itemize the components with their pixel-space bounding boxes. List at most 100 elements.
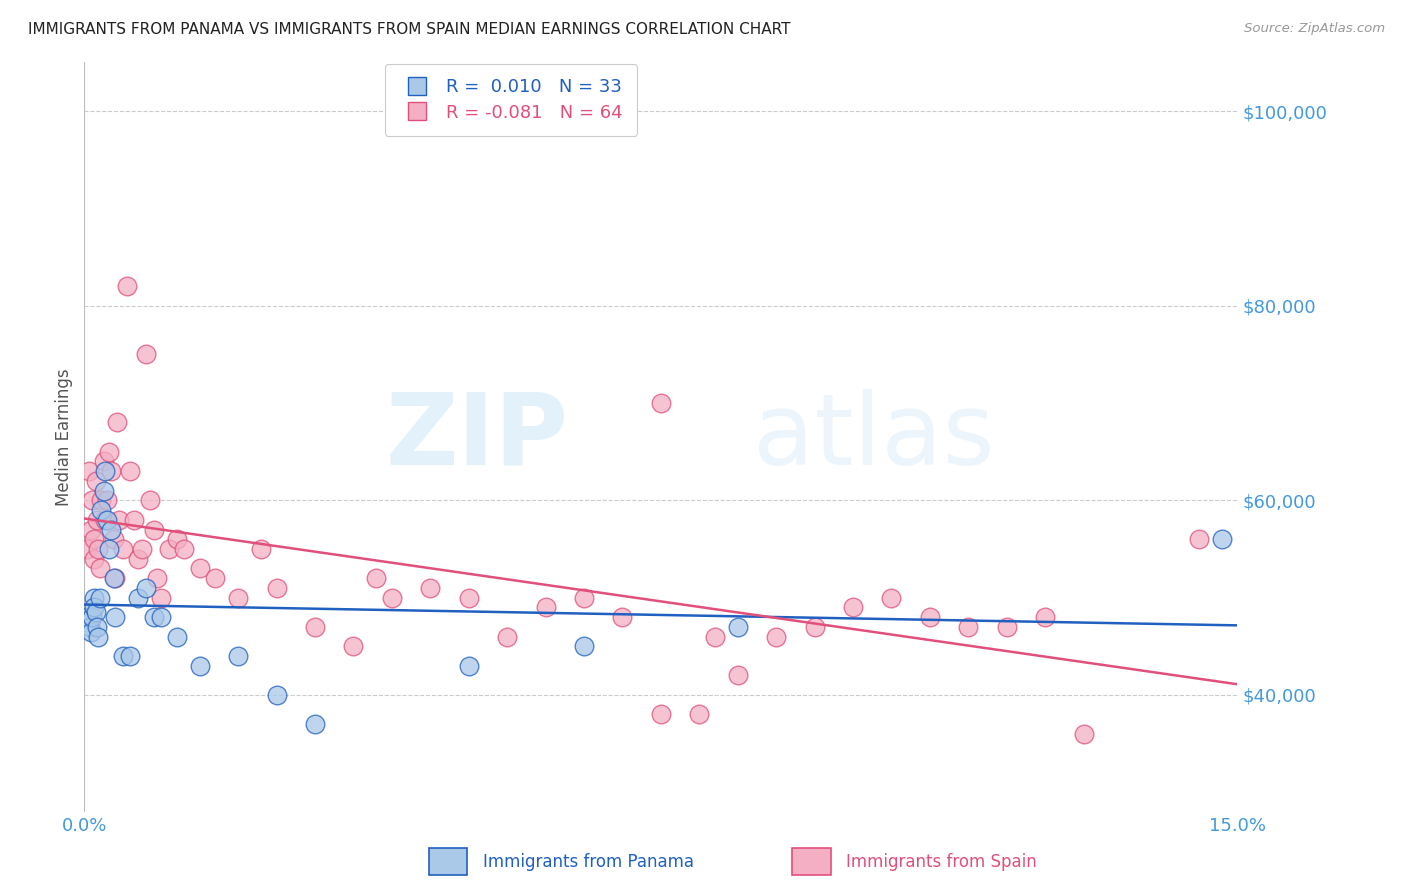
Point [650,707,672,722]
Point [342,640,364,654]
Point [1188,533,1211,547]
Point [83,533,105,547]
Point [93,483,115,498]
Point [86,513,108,527]
Text: Source: ZipAtlas.com: Source: ZipAtlas.com [1244,22,1385,36]
Point [104,571,127,585]
Point [79,624,101,639]
Point [84,605,107,619]
Point [138,493,160,508]
Point [304,717,326,731]
Point [100,523,122,537]
Point [84,474,107,488]
Point [142,610,165,624]
Point [83,600,105,615]
Point [188,658,211,673]
Point [457,658,479,673]
Point [96,493,118,508]
Point [496,630,519,644]
Point [995,620,1018,634]
Point [250,541,273,556]
Point [83,591,105,605]
Point [842,600,865,615]
Point [650,396,672,410]
Point [111,541,134,556]
Point [166,630,188,644]
Point [135,347,157,361]
Point [157,541,180,556]
Point [304,620,326,634]
Point [765,630,787,644]
Point [173,541,195,556]
Point [1033,610,1056,624]
Point [226,591,249,605]
Point [1073,727,1095,741]
Point [612,610,634,624]
Point [77,464,100,478]
Text: ZIP: ZIP [385,389,568,485]
Point [89,591,111,605]
Point [381,591,404,605]
Text: atlas: atlas [754,389,994,485]
Point [77,610,100,624]
Point [127,591,149,605]
Bar [793,848,831,875]
Point [120,464,142,478]
Point [83,551,105,566]
Point [97,444,120,458]
Legend: R =  0.010   N = 33, R = -0.081   N = 64: R = 0.010 N = 33, R = -0.081 N = 64 [385,64,637,136]
Bar [429,848,467,875]
Point [90,503,112,517]
Point [419,581,441,595]
Point [79,523,101,537]
Point [188,561,211,575]
Point [146,571,169,585]
Point [703,630,725,644]
Point [94,464,117,478]
Point [957,620,980,634]
Point [80,610,103,624]
Point [534,600,557,615]
Point [150,610,173,624]
Point [572,640,595,654]
Text: IMMIGRANTS FROM PANAMA VS IMMIGRANTS FROM SPAIN MEDIAN EARNINGS CORRELATION CHAR: IMMIGRANTS FROM PANAMA VS IMMIGRANTS FRO… [28,22,790,37]
Point [108,513,131,527]
Point [727,620,749,634]
Point [727,668,749,682]
Point [104,610,127,624]
Text: Immigrants from Spain: Immigrants from Spain [846,853,1038,871]
Point [100,464,122,478]
Point [142,523,165,537]
Point [266,581,288,595]
Point [166,533,188,547]
Point [79,620,101,634]
Point [688,707,710,722]
Point [120,648,142,663]
Point [111,648,134,663]
Point [103,571,125,585]
Point [103,533,125,547]
Text: Immigrants from Panama: Immigrants from Panama [484,853,695,871]
Point [226,648,249,663]
Point [124,513,146,527]
Point [1211,533,1233,547]
Point [131,541,153,556]
Point [105,416,128,430]
Point [150,591,173,605]
Point [76,541,98,556]
Point [87,541,110,556]
Point [880,591,903,605]
Point [266,688,288,702]
Point [80,493,103,508]
Point [97,541,120,556]
Point [572,591,595,605]
Point [457,591,479,605]
Point [127,551,149,566]
Point [96,513,118,527]
Point [115,279,138,293]
Point [803,620,825,634]
Point [93,454,115,468]
Point [918,610,941,624]
Y-axis label: Median Earnings: Median Earnings [55,368,73,506]
Point [90,493,112,508]
